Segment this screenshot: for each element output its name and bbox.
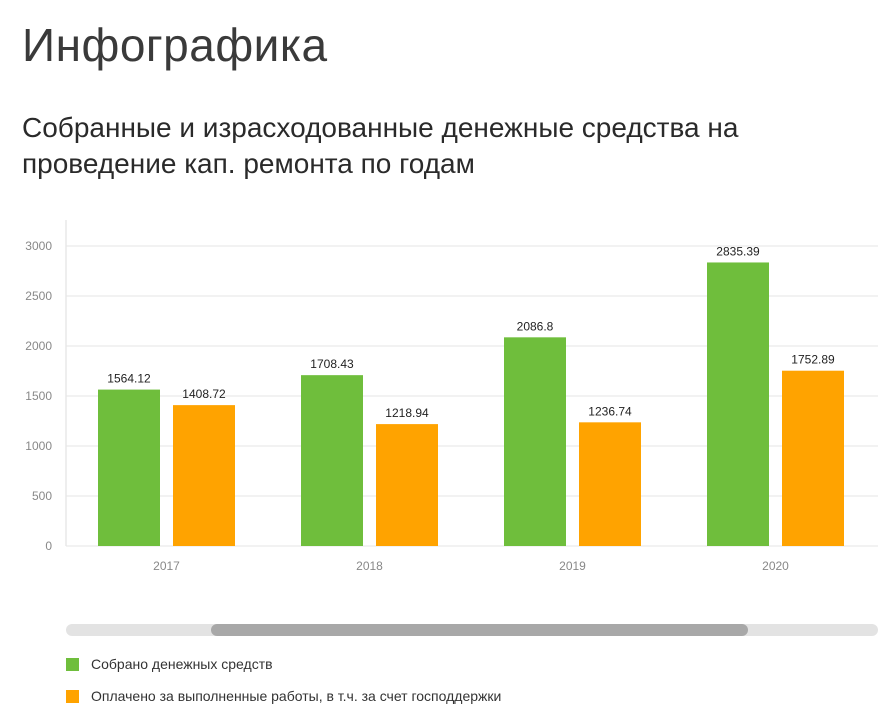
data-label-collected-2019: 2086.8	[517, 319, 554, 333]
data-label-paid-2018: 1218.94	[385, 406, 429, 420]
legend-swatch-paid	[66, 689, 79, 703]
legend-label-paid: Оплачено за выполненные работы, в т.ч. з…	[91, 688, 502, 704]
data-label-collected-2017: 1564.12	[107, 372, 151, 386]
y-tick-label: 3000	[25, 239, 52, 253]
data-label-paid-2019: 1236.74	[588, 404, 632, 418]
chart-scrollbar[interactable]	[66, 624, 878, 636]
bar-paid-2019	[579, 422, 641, 546]
bar-collected-2018	[301, 375, 363, 546]
x-tick-label: 2020	[762, 559, 789, 573]
page-title: Инфографика	[22, 19, 328, 71]
data-label-paid-2017: 1408.72	[182, 387, 226, 401]
bar-collected-2019	[504, 337, 566, 546]
chart-title: Собранные и израсходованные денежные сре…	[22, 112, 739, 179]
legend-item-collected[interactable]: Собрано денежных средств	[66, 654, 501, 674]
bar-paid-2020	[782, 370, 844, 546]
legend-swatch-collected	[66, 657, 79, 671]
bar-paid-2017	[173, 405, 235, 546]
bar-collected-2020	[707, 262, 769, 546]
bar-chart: 0 500 1000 1500 2000 2500 3000 1564.12 1408.72 20…	[25, 220, 878, 573]
x-tick-label: 2019	[559, 559, 586, 573]
y-tick-label: 500	[32, 489, 52, 503]
y-tick-label: 1000	[25, 439, 52, 453]
chart-scrollbar-thumb[interactable]	[211, 624, 748, 636]
x-tick-label: 2017	[153, 559, 180, 573]
data-label-collected-2020: 2835.39	[716, 244, 760, 258]
y-tick-label: 0	[45, 539, 52, 553]
chart-legend: Собрано денежных средств Оплачено за вып…	[66, 654, 501, 718]
legend-item-paid[interactable]: Оплачено за выполненные работы, в т.ч. з…	[66, 686, 501, 706]
legend-label-collected: Собрано денежных средств	[91, 656, 273, 672]
y-tick-label: 2000	[25, 339, 52, 353]
data-label-paid-2020: 1752.89	[791, 353, 835, 367]
y-tick-label: 1500	[25, 389, 52, 403]
bar-collected-2017	[98, 389, 160, 546]
data-label-collected-2018: 1708.43	[310, 357, 354, 371]
bar-paid-2018	[376, 424, 438, 546]
y-tick-label: 2500	[25, 289, 52, 303]
x-tick-label: 2018	[356, 559, 383, 573]
